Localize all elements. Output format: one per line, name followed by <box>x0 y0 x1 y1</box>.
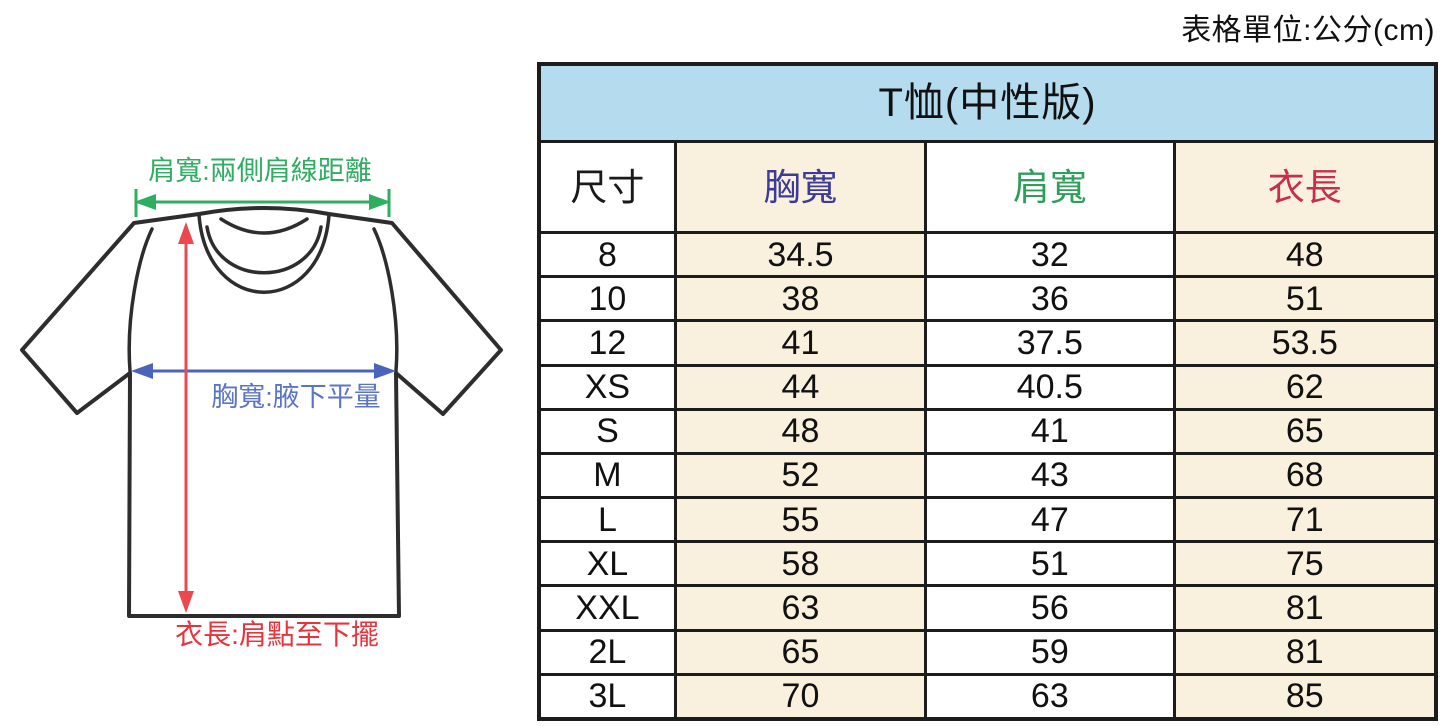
table-row: XXL 63 56 81 <box>537 584 1438 632</box>
chest-cell: 44 <box>673 363 928 411</box>
shoulder-cell: 56 <box>924 584 1176 632</box>
table-row: 3L 70 63 85 <box>537 672 1438 721</box>
length-cell: 65 <box>1172 407 1438 455</box>
chest-cell: 41 <box>673 319 928 367</box>
table-row: XL 58 51 75 <box>537 540 1438 588</box>
chest-cell: 52 <box>673 451 928 500</box>
size-table: T恤(中性版) 尺寸 胸寬 肩寬 衣長 8 34.5 32 48 10 38 3… <box>537 62 1438 721</box>
chest-cell: 65 <box>673 628 928 676</box>
size-cell: XS <box>537 363 677 411</box>
length-cell: 51 <box>1172 275 1438 323</box>
chest-cell: 55 <box>673 496 928 544</box>
tshirt-seams <box>127 213 399 373</box>
length-cell: 53.5 <box>1172 319 1438 367</box>
shoulder-cell: 47 <box>924 496 1176 544</box>
length-cell: 85 <box>1172 672 1438 721</box>
table-title-row: T恤(中性版) <box>537 62 1438 143</box>
shoulder-width-arrow <box>134 189 391 217</box>
table-row: 2L 65 59 81 <box>537 628 1438 676</box>
col-header-chest: 胸寬 <box>673 140 928 234</box>
length-cell: 62 <box>1172 363 1438 411</box>
table-row: XS 44 40.5 62 <box>537 363 1438 411</box>
unit-note: 表格單位:公分(cm) <box>1181 14 1435 47</box>
size-cell: XL <box>537 540 677 588</box>
chest-cell: 58 <box>673 540 928 588</box>
table-row: 12 41 37.5 53.5 <box>537 319 1438 367</box>
length-cell: 68 <box>1172 451 1438 500</box>
size-cell: 3L <box>537 672 677 721</box>
size-cell: S <box>537 407 677 455</box>
col-header-length: 衣長 <box>1172 140 1438 234</box>
shoulder-cell: 36 <box>924 275 1176 323</box>
col-header-shoulder: 肩寬 <box>924 140 1176 234</box>
tshirt-measurement-diagram: 肩寬:兩側肩線距離 胸寬:腋下平量 衣長:肩點至下擺 <box>0 0 537 726</box>
garment-length-arrow <box>178 222 194 613</box>
table-header-row: 尺寸 胸寬 肩寬 衣長 <box>537 140 1438 234</box>
length-cell: 71 <box>1172 496 1438 544</box>
shoulder-cell: 37.5 <box>924 319 1176 367</box>
table-row: L 55 47 71 <box>537 496 1438 544</box>
size-cell: 8 <box>537 230 677 279</box>
shoulder-cell: 32 <box>924 230 1176 279</box>
chest-cell: 34.5 <box>673 230 928 279</box>
length-cell: 81 <box>1172 628 1438 676</box>
col-header-size: 尺寸 <box>537 140 677 234</box>
chest-cell: 38 <box>673 275 928 323</box>
shoulder-width-label: 肩寬:兩側肩線距離 <box>148 156 372 186</box>
table-row: M 52 43 68 <box>537 451 1438 500</box>
size-cell: 10 <box>537 275 677 323</box>
shoulder-cell: 40.5 <box>924 363 1176 411</box>
shoulder-cell: 59 <box>924 628 1176 676</box>
table-title: T恤(中性版) <box>537 62 1438 143</box>
table-row: 8 34.5 32 48 <box>537 230 1438 279</box>
size-cell: L <box>537 496 677 544</box>
collar-inner <box>205 225 323 275</box>
collar-back <box>219 217 309 235</box>
length-cell: 75 <box>1172 540 1438 588</box>
tshirt-outline <box>20 206 503 618</box>
shoulder-cell: 41 <box>924 407 1176 455</box>
chest-cell: 63 <box>673 584 928 632</box>
size-cell: 2L <box>537 628 677 676</box>
table-row: S 48 41 65 <box>537 407 1438 455</box>
shoulder-cell: 51 <box>924 540 1176 588</box>
size-cell: 12 <box>537 319 677 367</box>
chest-width-label: 胸寬:腋下平量 <box>211 382 381 412</box>
chest-cell: 48 <box>673 407 928 455</box>
chest-cell: 70 <box>673 672 928 721</box>
table-row: 10 38 36 51 <box>537 275 1438 323</box>
size-cell: XXL <box>537 584 677 632</box>
garment-length-label: 衣長:肩點至下擺 <box>175 619 379 650</box>
tshirt-drawing <box>20 189 503 618</box>
length-cell: 48 <box>1172 230 1438 279</box>
size-cell: M <box>537 451 677 500</box>
collar-outer <box>197 213 331 294</box>
shoulder-cell: 63 <box>924 672 1176 721</box>
length-cell: 81 <box>1172 584 1438 632</box>
shoulder-cell: 43 <box>924 451 1176 500</box>
